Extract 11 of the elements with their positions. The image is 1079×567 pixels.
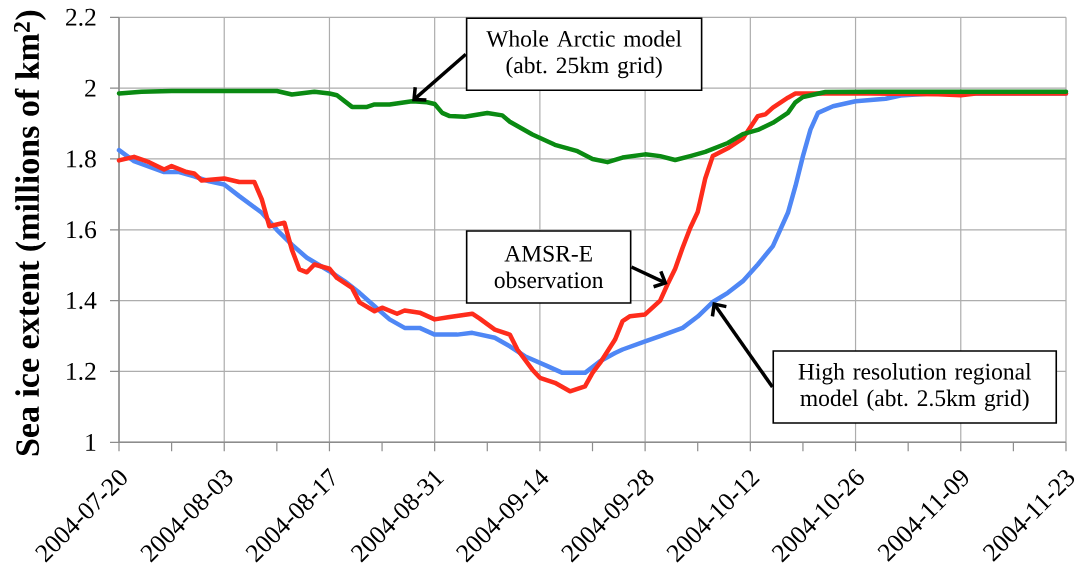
y-tick-label: 1 [86, 433, 96, 451]
y-tick-label: 1.4 [67, 292, 97, 310]
annotation: Whole Arctic model (abt. 25km grid) [486, 30, 682, 79]
annotation: High resolution regional model (abt. 2.5km grid) [798, 363, 1032, 411]
annotation: AMSR-E observation [494, 245, 604, 289]
y-tick-label: 1.6 [67, 221, 97, 239]
y-tick-label: 2 [85, 79, 96, 97]
y-axis-title: Sea ice extent (millions of km$^{2}$) [13, 10, 47, 456]
y-tick-label: 1.2 [67, 362, 96, 381]
y-tick-label: 1.8 [67, 150, 96, 168]
y-tick-label: 2.2 [66, 8, 96, 26]
